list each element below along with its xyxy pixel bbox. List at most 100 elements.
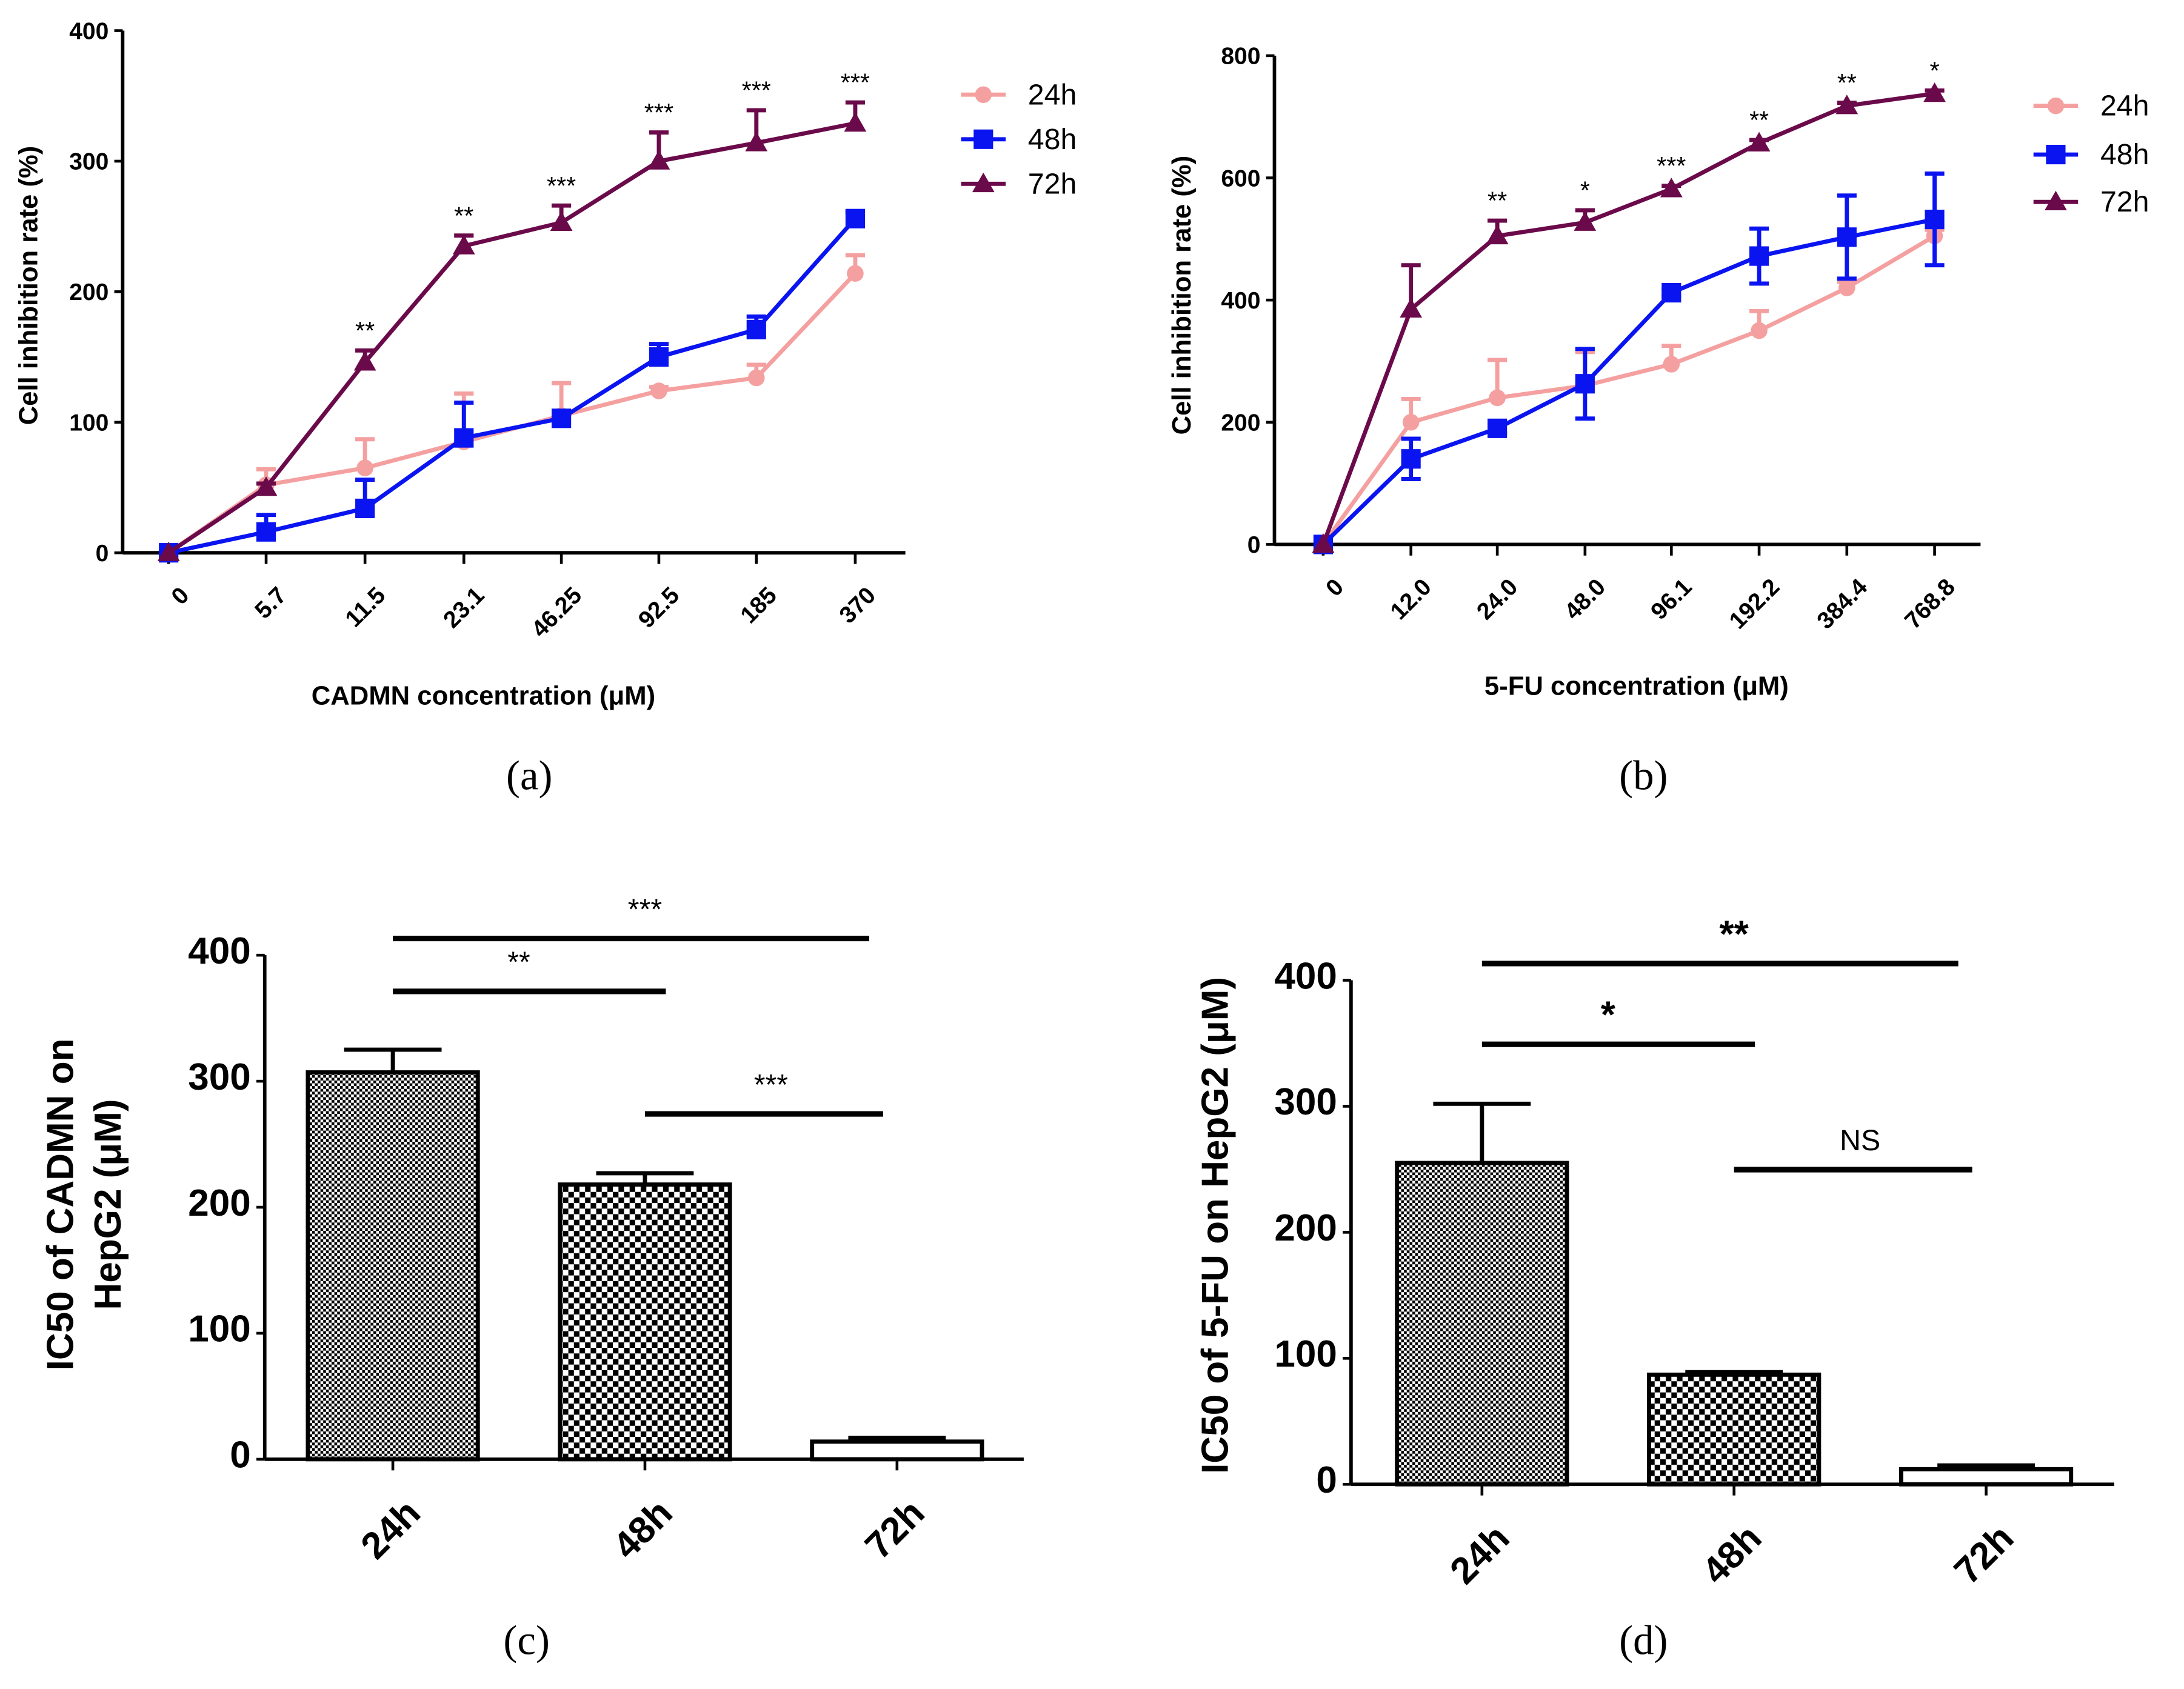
y-tick-label: 600 [1221, 165, 1260, 192]
y-axis-label: Cell inhibition rate (%) [1167, 156, 1197, 435]
chart-b: 0 200 400 600 800 0 12.0 24.0 48.0 96.1 192.2 384.4… [1167, 44, 2149, 799]
data-point-square [845, 208, 865, 228]
data-point-triangle [1312, 533, 1335, 553]
data-point-circle [1838, 279, 1855, 296]
significance-marker: * [1930, 57, 1940, 85]
data-point-triangle [1574, 211, 1597, 231]
significance-marker: *** [1657, 152, 1686, 180]
y-tick-label: 0 [96, 541, 109, 567]
series-line [167, 121, 856, 555]
x-tick-label: 92.5 [633, 582, 684, 633]
significance-label: ** [507, 946, 530, 979]
series-48h [1313, 172, 1945, 555]
x-tick-label: 12.0 [1386, 574, 1437, 625]
data-point-square [746, 319, 766, 339]
x-tick-label: 24h [353, 1492, 429, 1567]
y-axis-label: Cell inhibition rate (%) [13, 146, 43, 425]
y-tick-label: 200 [69, 279, 109, 305]
x-tick-label: 72h [1946, 1517, 2022, 1592]
x-tick-label: 48.0 [1560, 574, 1611, 625]
y-tick-label: 200 [1221, 410, 1260, 436]
data-point-square [1488, 418, 1508, 438]
y-tick-label: 100 [188, 1308, 250, 1350]
y-tick-label: 400 [69, 18, 109, 44]
significance-marker: * [1580, 177, 1590, 205]
significance-marker: *** [644, 99, 673, 127]
y-tick-label: 200 [1274, 1207, 1337, 1249]
data-point-circle [356, 459, 373, 476]
panel-caption: (a) [506, 753, 552, 799]
data-point-triangle [157, 541, 180, 561]
data-point-square [355, 498, 375, 518]
data-point-square [1837, 227, 1857, 247]
panel-caption: (d) [1619, 1617, 1668, 1664]
y-tick-label: 800 [1221, 44, 1260, 70]
data-point-triangle [353, 351, 376, 371]
data-point-square [1749, 246, 1769, 266]
data-point-circle [1489, 389, 1506, 407]
data-point-triangle [1923, 82, 1946, 102]
data-point-square [1401, 449, 1421, 469]
y-tick-label: 400 [1274, 955, 1337, 997]
bar-72h [810, 1439, 984, 1462]
legend-marker-square [2046, 144, 2066, 165]
series-line [1321, 91, 1935, 545]
y-axis-label: IC50 of 5-FU on HepG2 (μM) [1194, 977, 1236, 1474]
y-tick-label: 300 [1274, 1081, 1337, 1123]
data-point-circle [1402, 413, 1420, 431]
data-point-triangle [745, 132, 768, 152]
legend-marker-triangle [2045, 190, 2067, 210]
y-tick-label: 0 [230, 1434, 251, 1476]
y-tick-label: 0 [1316, 1459, 1337, 1501]
data-point-square [454, 428, 474, 448]
x-tick-label: 24h [1442, 1517, 1517, 1592]
series-line [1321, 234, 1936, 546]
significance-marker: ** [1488, 187, 1507, 215]
significance-marker: *** [841, 69, 870, 97]
x-tick-label: 96.1 [1646, 574, 1697, 625]
x-tick-label: 370 [835, 582, 881, 628]
data-point-triangle [647, 150, 670, 170]
chart-d: 0 100 200 300 400 24h 48h 72h IC50 of 5-FU on He… [1194, 913, 2114, 1664]
legend-label: 72h [2100, 185, 2149, 218]
legend-label: 48h [2100, 138, 2149, 171]
data-point-square [552, 408, 572, 428]
y-tick-label: 400 [1221, 288, 1260, 314]
data-point-square [1575, 374, 1595, 394]
y-tick-label: 400 [188, 930, 250, 972]
x-tick-label: 11.5 [341, 582, 391, 633]
legend-label: 72h [1028, 167, 1077, 200]
y-tick-label: 200 [188, 1182, 250, 1224]
legend-label: 48h [1028, 123, 1077, 156]
x-tick-label: 185 [736, 582, 782, 628]
y-tick-label: 100 [1274, 1333, 1337, 1375]
data-point-triangle [550, 211, 573, 231]
significance-label: NS [1840, 1124, 1880, 1157]
data-point-triangle [452, 235, 475, 255]
series-line [1321, 217, 1935, 546]
data-point-triangle [1486, 224, 1509, 245]
data-point-circle [847, 265, 864, 282]
significance-marker: ** [1837, 69, 1857, 97]
significance-marker: ** [355, 317, 375, 345]
significance-label: *** [754, 1068, 789, 1101]
y-tick-label: 300 [188, 1056, 250, 1098]
data-point-triangle [844, 112, 867, 132]
data-point-square [256, 522, 276, 542]
chart-a: 0 100 200 300 400 0 5.7 11.5 23.1 46.25 92.5 185 370… [13, 18, 1077, 798]
significance-label: * [1601, 994, 1616, 1036]
data-point-triangle [255, 476, 278, 496]
series-72h [1312, 82, 1946, 553]
bar-24h [306, 1070, 480, 1462]
bar-48h [558, 1182, 732, 1462]
data-point-circle [1751, 322, 1768, 339]
data-point-circle [747, 369, 765, 387]
bar-72h [1898, 1467, 2074, 1487]
legend-label: 24h [1028, 78, 1077, 111]
significance-marker: *** [547, 172, 576, 200]
bar-48h [1647, 1372, 1822, 1487]
x-tick-label: 5.7 [250, 582, 292, 624]
x-tick-label: 24.0 [1472, 574, 1523, 625]
legend-label: 24h [2100, 90, 2149, 122]
